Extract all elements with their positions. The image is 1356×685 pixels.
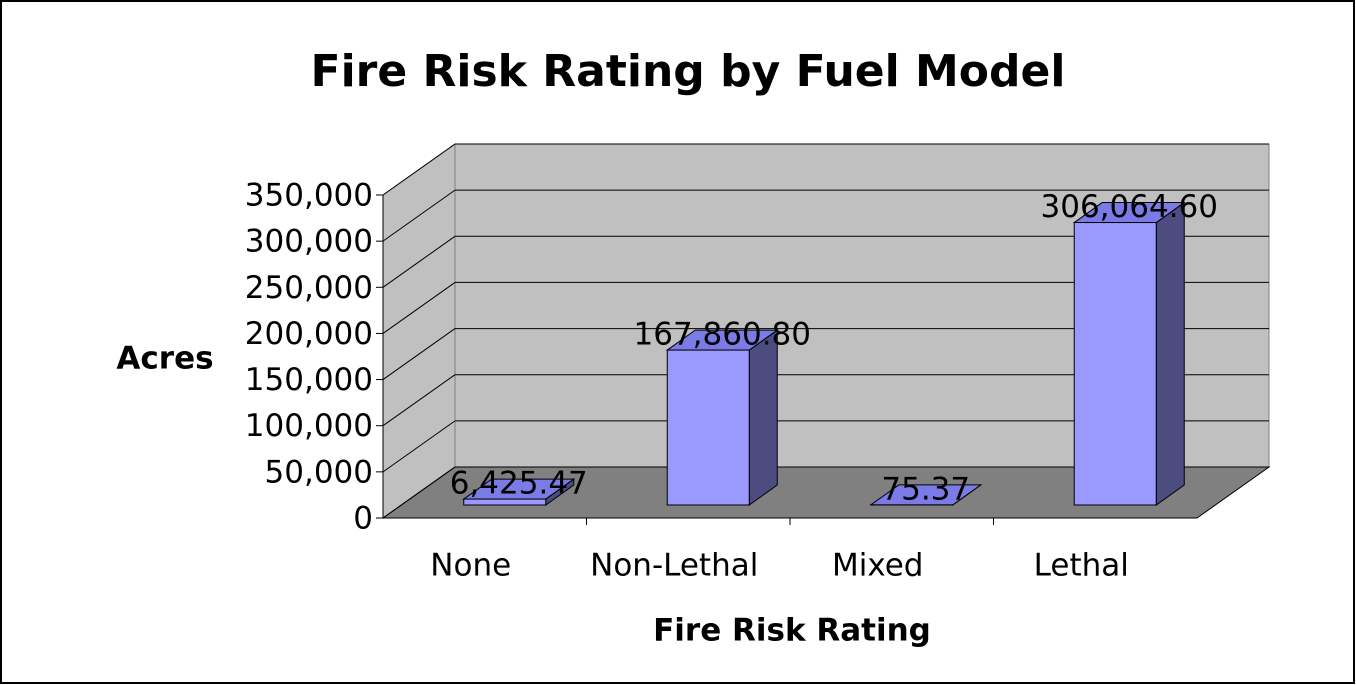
bar-side <box>1155 201 1185 506</box>
y-tick-label: 50,000 <box>265 454 373 490</box>
bar <box>666 349 750 506</box>
data-label: 306,064.60 <box>1041 189 1219 225</box>
bar-side <box>748 329 778 506</box>
x-tick-label: Mixed <box>832 548 924 584</box>
grid-line <box>382 466 456 519</box>
bar <box>1073 222 1157 506</box>
data-label: 75.37 <box>881 471 970 507</box>
grid-line <box>382 420 456 473</box>
y-axis-title: Acres <box>116 341 213 377</box>
data-label: 6,425.47 <box>450 466 588 502</box>
chart-title: Fire Risk Rating by Fuel Model <box>311 46 1066 97</box>
grid-line <box>382 282 456 334</box>
data-label: 167,860.80 <box>634 317 812 353</box>
y-tick-label: 200,000 <box>245 316 373 352</box>
y-tick-label: 300,000 <box>245 224 373 260</box>
grid-line <box>382 374 456 427</box>
grid-line <box>382 143 456 196</box>
x-tick-label: Non-Lethal <box>590 548 758 584</box>
grid-line <box>382 189 456 242</box>
x-tick-label: None <box>430 548 511 584</box>
y-tick-label: 100,000 <box>245 408 373 444</box>
y-tick-label: 350,000 <box>245 178 373 214</box>
x-axis-title: Fire Risk Rating <box>653 613 931 649</box>
x-tick-label: Lethal <box>1034 548 1129 584</box>
y-tick-label: 250,000 <box>245 270 373 306</box>
grid-line <box>382 328 456 380</box>
y-tick-label: 0 <box>353 501 373 537</box>
side-wall <box>382 143 456 519</box>
bar <box>463 498 547 506</box>
grid-line <box>382 235 456 288</box>
y-tick-label: 150,000 <box>245 362 373 398</box>
